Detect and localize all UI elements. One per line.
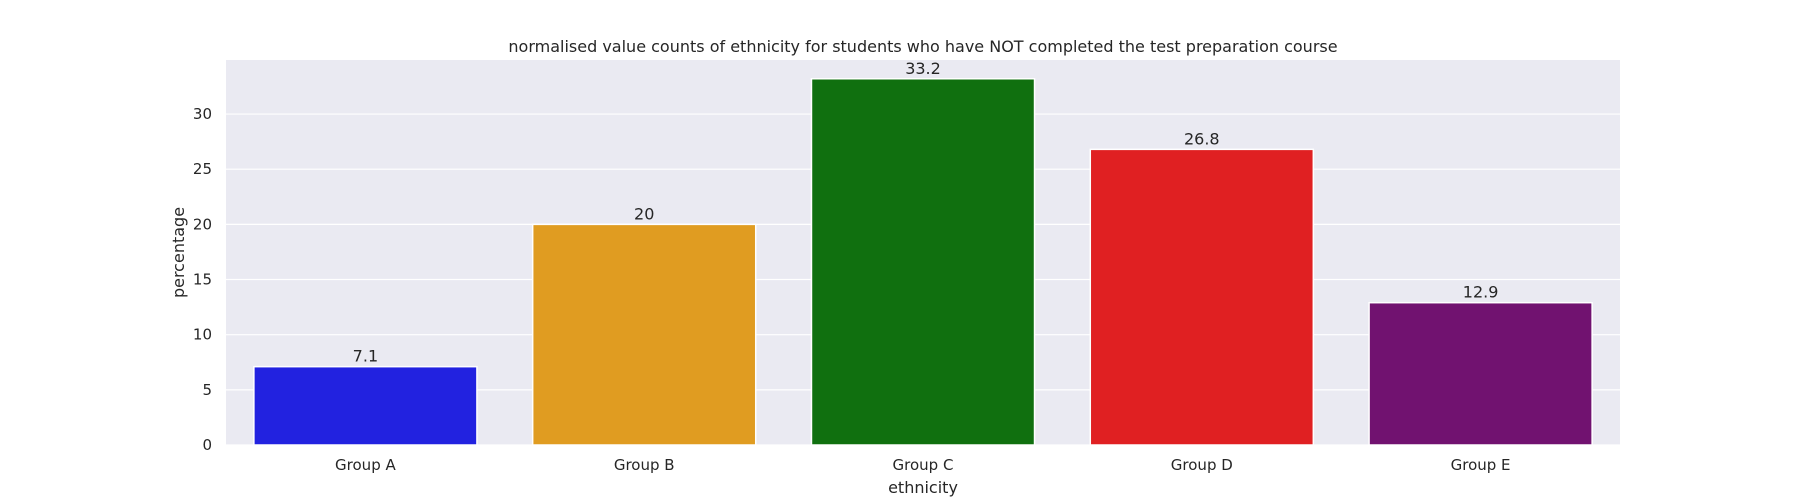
y-tick-label: 25 <box>193 160 212 178</box>
y-tick-labels: 0 5 10 15 20 25 30 <box>193 105 212 454</box>
bar-group-a <box>254 367 477 445</box>
x-tick-label: Group D <box>1171 456 1233 474</box>
y-tick-label: 10 <box>193 326 212 344</box>
bar-value-label: 12.9 <box>1463 283 1499 302</box>
bar-value-label: 26.8 <box>1184 129 1220 148</box>
bar-value-label: 20 <box>634 204 654 223</box>
x-tick-label: Group E <box>1451 456 1511 474</box>
y-tick-label: 15 <box>193 271 212 289</box>
x-tick-label: Group B <box>614 456 675 474</box>
bar-group-d <box>1090 149 1313 445</box>
y-tick-label: 0 <box>202 436 212 454</box>
bar-group-c <box>811 79 1034 445</box>
y-tick-label: 5 <box>202 381 212 399</box>
y-tick-label: 20 <box>193 215 212 233</box>
bar-value-label: 7.1 <box>353 347 378 366</box>
bar-value-label: 33.2 <box>905 59 941 78</box>
chart-title: normalised value counts of ethnicity for… <box>508 37 1337 56</box>
x-axis-label: ethnicity <box>888 478 958 497</box>
x-tick-labels: Group A Group B Group C Group D Group E <box>335 456 1511 474</box>
x-tick-label: Group A <box>335 456 396 474</box>
bar-group-e <box>1369 303 1592 445</box>
y-tick-label: 30 <box>193 105 212 123</box>
bar-group-b <box>533 224 756 445</box>
y-axis-label: percentage <box>169 207 188 298</box>
x-tick-label: Group C <box>893 456 954 474</box>
